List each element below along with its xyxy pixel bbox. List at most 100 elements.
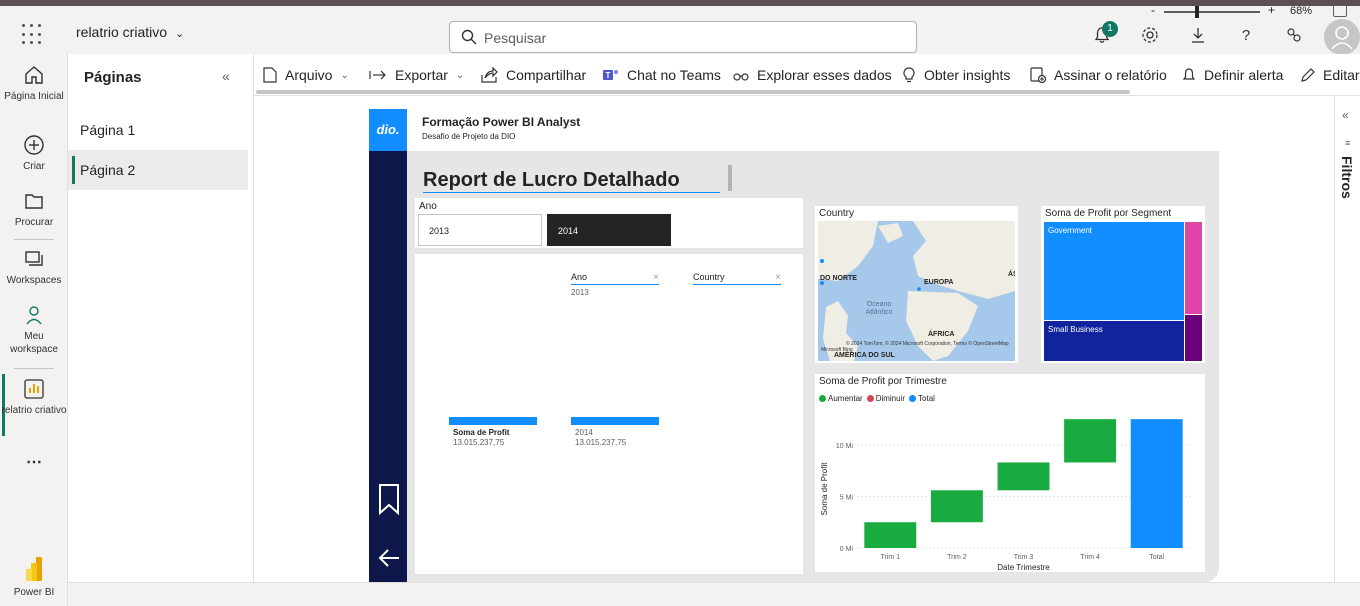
gear-icon[interactable]: [1140, 25, 1160, 45]
teams-chat-button[interactable]: T Chat no Teams: [602, 67, 721, 83]
left-navigation: Página Inicial Criar Procurar Workspaces…: [0, 54, 68, 606]
kpi-bar: [449, 417, 537, 425]
zoom-slider[interactable]: [1164, 11, 1260, 13]
chevron-down-icon: ⌄: [175, 28, 185, 40]
collapse-panel-icon[interactable]: «: [222, 68, 230, 84]
x-tick-label: Trim 1: [881, 554, 901, 561]
pencil-icon: [1301, 67, 1315, 82]
close-icon[interactable]: ×: [775, 272, 781, 283]
nav-separator: [14, 368, 54, 369]
y-axis-label: Soma de Profit: [820, 462, 829, 516]
user-avatar[interactable]: [1324, 19, 1360, 55]
legend-item-increase[interactable]: Aumentar: [819, 394, 863, 403]
binoculars-icon: [733, 73, 749, 81]
fit-to-page-icon[interactable]: [1333, 5, 1347, 17]
slicer-option-2014[interactable]: 2014: [547, 214, 671, 246]
back-arrow-icon[interactable]: [377, 547, 401, 569]
legend-label-decrease: Diminuir: [875, 394, 906, 403]
treemap-title: Soma de Profit por Segment: [1045, 208, 1172, 219]
year-slicer-title: Ano: [419, 201, 437, 212]
workspaces-icon: [25, 251, 43, 266]
chevron-down-icon: ⌄: [340, 69, 349, 81]
treemap-cell-small-business[interactable]: Small Business: [1044, 321, 1184, 361]
pages-title: Páginas: [84, 69, 142, 86]
legend-item-decrease[interactable]: Diminuir: [866, 394, 906, 403]
filter-card-country[interactable]: Country ×: [693, 272, 781, 285]
nav-powerbi[interactable]: Power BI: [0, 556, 68, 599]
report-name-dropdown[interactable]: relatrio criativo ⌄: [76, 24, 184, 40]
y-tick-label: 0 Mi: [840, 546, 854, 553]
waterfall-bar-total: [1130, 419, 1183, 548]
expand-filters-icon[interactable]: «: [1342, 108, 1349, 122]
set-alert-button[interactable]: Definir alerta: [1182, 67, 1283, 83]
page-tab-2[interactable]: Página 2: [68, 150, 248, 190]
kpi-name: Soma de Profit: [453, 428, 510, 437]
filters-label: Filtros: [1339, 156, 1355, 199]
filter-card-year[interactable]: Ano ×: [571, 272, 659, 285]
export-menu-label: Exportar: [395, 67, 448, 83]
app-launcher-icon[interactable]: [22, 24, 44, 46]
waterfall-bar-increase: [1064, 419, 1117, 463]
nav-browse[interactable]: Procurar: [0, 190, 68, 229]
slicer-option-2013[interactable]: 2013: [418, 214, 542, 246]
treemap-cell-3[interactable]: [1185, 222, 1202, 314]
legend-item-total[interactable]: Total: [909, 394, 935, 403]
subscribe-button[interactable]: Assinar o relatório: [1030, 67, 1167, 83]
nav-my-workspace-label: Meu workspace: [10, 331, 58, 355]
toolbar-scrollbar[interactable]: [256, 90, 1130, 94]
waterfall-bar-increase: [997, 462, 1050, 491]
status-bar: [68, 582, 1360, 606]
report-header-title: Formação Power BI Analyst: [422, 115, 581, 129]
bookmark-icon[interactable]: [378, 483, 400, 515]
file-menu[interactable]: Arquivo ⌄: [263, 67, 349, 83]
nav-browse-label: Procurar: [14, 217, 54, 228]
share-button[interactable]: Compartilhar: [481, 67, 586, 83]
nav-create[interactable]: Criar: [0, 134, 68, 173]
explore-data-button[interactable]: Explorar esses dados: [733, 67, 892, 83]
search-icon: [461, 29, 477, 45]
nav-home[interactable]: Página Inicial: [0, 64, 68, 103]
map-visual: Country DO NORTE EUROPA ÁS ÁFRICA AMÉRIC…: [815, 206, 1018, 363]
nav-workspaces-label: Workspaces: [6, 275, 62, 286]
teams-icon: T: [603, 70, 618, 80]
waterfall-title: Soma de Profit por Trimestre: [819, 376, 947, 387]
download-icon[interactable]: [1188, 25, 1208, 45]
kpi-panel: Ano × 2013 Country × Soma de Profit 13.015…: [415, 254, 803, 574]
zoom-slider-thumb[interactable]: [1195, 6, 1199, 18]
year-slicer: Ano 2013 2014: [415, 198, 803, 248]
treemap-cell-4[interactable]: [1185, 315, 1202, 361]
zoom-out-button[interactable]: -: [1151, 3, 1155, 17]
chevron-down-icon: ⌄: [455, 69, 465, 81]
map-area[interactable]: DO NORTE EUROPA ÁS ÁFRICA AMÉRICA DO SUL…: [818, 221, 1015, 361]
bing-brand: Microsoft Bing: [821, 347, 853, 353]
feedback-icon[interactable]: [1284, 25, 1304, 45]
waterfall-plot: 0 Mi 5 Mi 10 Mi Trim 1 Trim 2 Trim 3 Trim 4 Tot…: [820, 419, 1190, 572]
kpi-bar: [571, 417, 659, 425]
kpi-value-2014: 13.015.237,75: [575, 438, 627, 447]
nav-separator: [14, 239, 54, 240]
map-land-shapes: [818, 221, 1015, 361]
search-box[interactable]: Pesquisar: [449, 21, 917, 53]
help-icon[interactable]: ?: [1236, 25, 1256, 45]
nav-my-workspace[interactable]: Meu workspace: [0, 304, 68, 356]
export-menu[interactable]: Exportar ⌄: [369, 67, 464, 83]
zoom-in-button[interactable]: +: [1268, 3, 1276, 17]
search-placeholder: Pesquisar: [484, 30, 547, 46]
pages-panel: Páginas « Página 1 Página 2: [68, 54, 254, 582]
filters-pane[interactable]: « ≡ Filtros: [1334, 96, 1360, 582]
get-insights-button[interactable]: Obter insights: [902, 67, 1010, 83]
get-insights-label: Obter insights: [924, 67, 1011, 83]
nav-current-report[interactable]: relatrio criativo: [0, 378, 68, 417]
subscribe-icon: [1030, 67, 1046, 83]
report-name-label: relatrio criativo: [76, 24, 168, 40]
map-copyright: © 2024 TomTom, © 2024 Microsoft Corporat…: [846, 341, 1009, 347]
close-icon[interactable]: ×: [653, 272, 659, 283]
nav-workspaces[interactable]: Workspaces: [0, 248, 68, 287]
legend-label-total: Total: [918, 394, 935, 403]
treemap-cell-government[interactable]: Government: [1044, 222, 1184, 320]
more-options-icon[interactable]: ⋯: [26, 454, 42, 471]
edit-button[interactable]: Editar: [1300, 67, 1360, 83]
map-label-africa: ÁFRICA: [928, 331, 955, 338]
page-tab-1[interactable]: Página 1: [80, 122, 136, 138]
share-icon: [481, 67, 498, 83]
